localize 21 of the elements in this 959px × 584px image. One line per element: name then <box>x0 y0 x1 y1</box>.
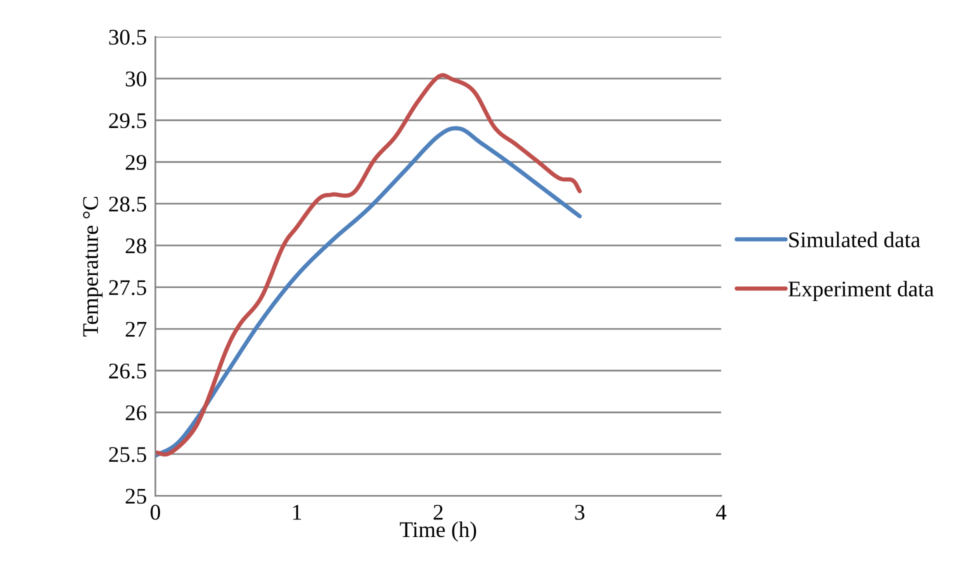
y-tick-label: 29 <box>126 154 146 170</box>
y-tick-label: 25 <box>126 488 146 504</box>
x-tick-label: 4 <box>716 504 726 520</box>
y-tick-label: 26 <box>126 405 146 420</box>
x-tick-label: 1 <box>293 504 302 520</box>
y-tick-label: 29.5 <box>109 113 146 128</box>
x-tick-label: 2 <box>434 504 443 520</box>
x-tick-label: 0 <box>150 504 160 520</box>
y-tick-label: 26.5 <box>109 364 146 379</box>
y-tick-label: 27 <box>126 322 146 337</box>
y-axis-title: Temperature °C <box>83 196 103 337</box>
y-tick-label: 27.5 <box>109 280 146 296</box>
y-tick-label: 28.5 <box>109 196 146 212</box>
y-tick-label: 30.5 <box>109 30 146 45</box>
y-tick-label: 30 <box>126 71 146 86</box>
x-axis-title: Time (h) <box>400 522 476 542</box>
legend-label: Experiment data <box>788 280 934 302</box>
y-tick-label: 28 <box>126 238 146 254</box>
y-tick-label: 25.5 <box>109 447 146 462</box>
legend-label: Simulated data <box>789 232 920 248</box>
x-tick-label: 3 <box>575 504 584 520</box>
